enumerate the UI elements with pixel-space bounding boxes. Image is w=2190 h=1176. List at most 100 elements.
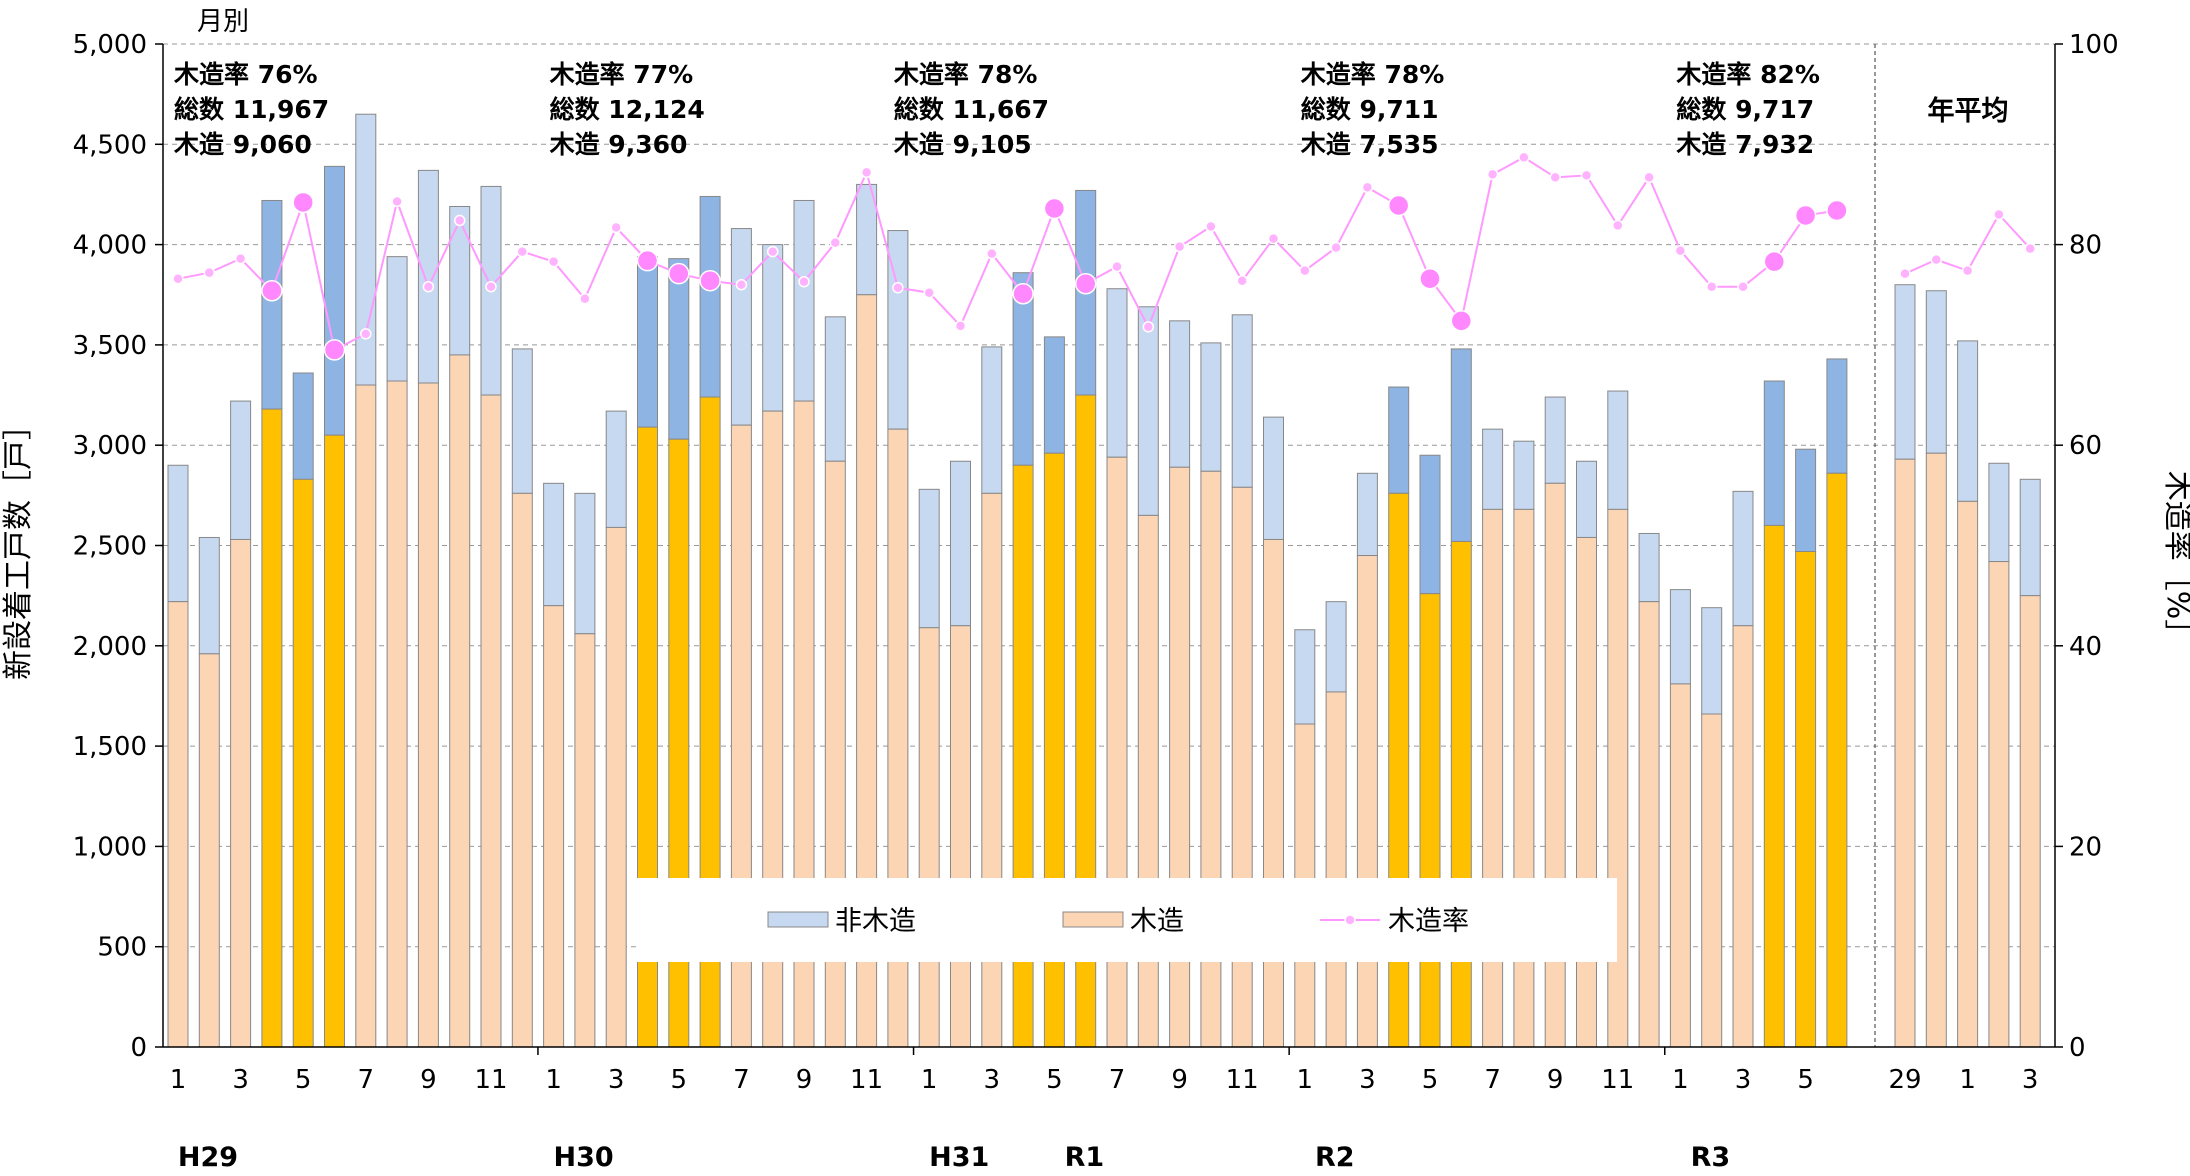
summary-rate: 木造率 78%	[1300, 60, 1445, 89]
rate-point	[610, 221, 622, 234]
rate-point	[954, 320, 967, 332]
y2-tick-label: 0	[2069, 1033, 2086, 1063]
rate-point	[1737, 280, 1749, 293]
bar-wood	[449, 354, 471, 1048]
y2-tick-label: 40	[2069, 632, 2102, 662]
rate-point	[1450, 310, 1473, 332]
bar-annual-wood	[1957, 500, 1979, 1048]
summary-wood: 木造 9,360	[549, 130, 688, 159]
rate-line	[172, 151, 2036, 361]
annual-title: 年平均	[1928, 95, 2009, 127]
bar-non-wood	[950, 460, 971, 627]
rate-point	[1763, 250, 1786, 273]
rate-point	[1299, 264, 1311, 277]
bar-non-wood	[605, 410, 627, 528]
rate-point	[485, 280, 497, 293]
bar-wood	[1356, 555, 1378, 1048]
summary-wood: 木造 7,932	[1675, 130, 1814, 159]
rate-point	[1518, 151, 1530, 164]
era-label: R3	[1691, 1142, 1731, 1173]
rate-point	[766, 245, 779, 258]
bar-non-wood	[1576, 460, 1597, 538]
rate-point	[1705, 280, 1718, 293]
bar-non-wood	[730, 228, 752, 426]
x-tick-label: 3	[984, 1065, 1001, 1095]
y-axis-label: 新設着工戸数［戸］	[1, 410, 36, 680]
legend-label-non-wood: 非木造	[835, 906, 916, 937]
legend-label-wood: 木造	[1130, 906, 1184, 937]
x-tick-label: 3	[1359, 1065, 1376, 1095]
rate-point	[172, 272, 184, 285]
rate-point	[1173, 240, 1186, 253]
era-label: R2	[1315, 1142, 1355, 1173]
bar-annual-wood	[1988, 561, 2010, 1048]
bar-wood	[198, 653, 220, 1048]
bar-non-wood	[1419, 454, 1441, 595]
rate-point	[1111, 260, 1123, 273]
rate-point	[636, 249, 659, 272]
x-tick-label: 11	[474, 1065, 507, 1095]
x-tick-label: 1	[1297, 1065, 1314, 1095]
rate-point	[1043, 197, 1066, 220]
rate-point	[1794, 204, 1817, 227]
bar-annual-wood	[1925, 452, 1947, 1048]
bar-wood	[1607, 508, 1629, 1048]
legend-swatch-wood	[1062, 911, 1124, 928]
x-tick-label: 1	[545, 1065, 562, 1095]
x-tick-label-annual: 3	[2022, 1065, 2039, 1095]
x-tick-label-annual: 1	[1959, 1065, 1976, 1095]
x-tick-label: 7	[1484, 1065, 1501, 1095]
bar-wood	[1231, 486, 1253, 1048]
bar-wood	[511, 492, 533, 1048]
bar-non-wood	[1106, 288, 1128, 458]
summary-total: 総数 12,124	[550, 95, 705, 124]
bar-annual-non-wood	[1957, 340, 1979, 502]
year-summaries: 木造率 76% 総数 11,967 木造 9,060 木造率 77% 総数 12,124…	[173, 60, 1820, 159]
legend-marker-rate	[1344, 914, 1356, 926]
y-tick-label: 3,000	[73, 431, 147, 461]
bar-non-wood	[1607, 390, 1629, 510]
x-tick-label: 9	[1547, 1065, 1564, 1095]
bar-non-wood	[699, 195, 721, 398]
subtitle: 月別	[197, 7, 249, 37]
rate-point	[1486, 168, 1499, 181]
bar-wood	[543, 605, 565, 1048]
bar-non-wood	[1482, 428, 1504, 510]
rate-point	[1205, 220, 1217, 233]
rate-point-annual	[1930, 253, 1943, 266]
x-tick-label: 1	[1672, 1065, 1689, 1095]
y-tick-label: 0	[130, 1033, 147, 1063]
x-tick-label: 7	[358, 1065, 375, 1095]
bar-non-wood	[1325, 601, 1347, 693]
rate-point	[1142, 321, 1155, 333]
rate-point	[668, 262, 690, 285]
x-tick-label: 5	[671, 1065, 688, 1095]
bar-wood	[1669, 683, 1691, 1048]
rate-point	[547, 255, 560, 268]
y-tick-label: 2,500	[73, 532, 147, 562]
bar-non-wood	[167, 464, 189, 603]
x-tick-label: 1	[921, 1065, 938, 1095]
rate-point	[1387, 194, 1410, 217]
bar-wood	[1795, 551, 1817, 1048]
rate-polyline-annual	[1904, 212, 2031, 275]
rate-point	[798, 275, 810, 288]
bar-non-wood	[981, 346, 1003, 494]
rate-point	[1074, 272, 1097, 295]
rate-point	[1236, 274, 1248, 287]
era-label: R1	[1065, 1142, 1105, 1173]
bar-non-wood	[668, 258, 690, 440]
y2-tick-label: 20	[2069, 832, 2102, 862]
summary-total: 総数 11,667	[894, 95, 1049, 124]
bar-non-wood	[1388, 386, 1410, 494]
bar-wood	[1826, 472, 1848, 1048]
bar-non-wood	[543, 482, 565, 607]
x-tick-label: 1	[170, 1065, 187, 1095]
y2-axis-label: 木造率［%］	[2160, 471, 2190, 650]
bar-wood	[230, 538, 252, 1048]
bar-wood	[355, 384, 377, 1048]
bar-non-wood	[198, 536, 220, 655]
y2-tick-label: 100	[2069, 30, 2119, 60]
bar-wood	[386, 380, 408, 1048]
summary-total: 総数 9,711	[1301, 95, 1439, 124]
